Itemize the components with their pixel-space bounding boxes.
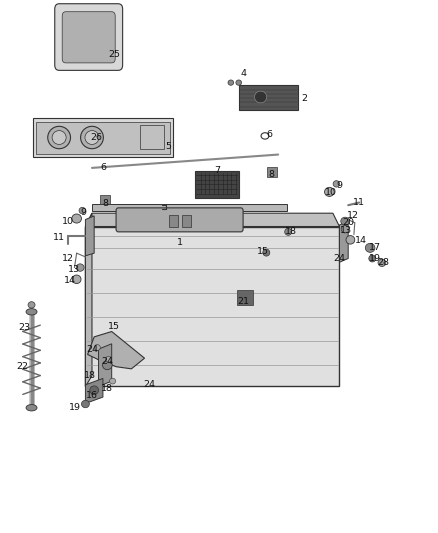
Ellipse shape <box>28 302 35 308</box>
Text: 23: 23 <box>18 324 30 332</box>
Ellipse shape <box>90 386 99 394</box>
Text: 25: 25 <box>108 50 120 59</box>
Text: 24: 24 <box>101 357 113 366</box>
Polygon shape <box>85 216 94 256</box>
Text: 8: 8 <box>268 171 275 179</box>
Text: 13: 13 <box>68 265 81 273</box>
Text: 15: 15 <box>257 247 269 256</box>
Ellipse shape <box>333 181 340 187</box>
Text: 19: 19 <box>68 403 81 412</box>
Text: 24: 24 <box>143 381 155 389</box>
Text: 18: 18 <box>101 384 113 392</box>
Ellipse shape <box>81 126 103 149</box>
Polygon shape <box>85 378 103 403</box>
Text: 18: 18 <box>285 228 297 236</box>
Bar <box>267 167 277 177</box>
Polygon shape <box>99 344 112 386</box>
Ellipse shape <box>110 378 116 384</box>
Ellipse shape <box>341 217 350 225</box>
Text: 24: 24 <box>333 254 346 263</box>
Polygon shape <box>85 227 339 386</box>
Polygon shape <box>36 122 170 154</box>
Text: 10: 10 <box>62 217 74 225</box>
Bar <box>237 290 253 305</box>
Text: 10: 10 <box>325 189 337 197</box>
Polygon shape <box>92 204 287 211</box>
Text: 5: 5 <box>166 142 172 151</box>
Ellipse shape <box>325 187 334 197</box>
Text: 11: 11 <box>353 198 365 207</box>
Ellipse shape <box>48 126 71 149</box>
Bar <box>140 125 164 149</box>
Text: 14: 14 <box>355 237 367 245</box>
Text: 2: 2 <box>301 94 307 103</box>
Ellipse shape <box>79 207 85 214</box>
Ellipse shape <box>341 225 349 233</box>
Text: 7: 7 <box>214 166 220 175</box>
Text: 22: 22 <box>16 362 28 371</box>
Polygon shape <box>239 85 298 110</box>
Ellipse shape <box>254 91 267 103</box>
Bar <box>100 195 110 204</box>
Text: 11: 11 <box>53 233 65 241</box>
Ellipse shape <box>81 400 89 408</box>
Text: 17: 17 <box>368 244 381 252</box>
Text: 6: 6 <box>266 130 272 139</box>
Text: 20: 20 <box>342 219 354 227</box>
Text: 8: 8 <box>102 199 108 208</box>
Ellipse shape <box>228 80 234 85</box>
Ellipse shape <box>52 131 66 144</box>
Ellipse shape <box>369 255 376 262</box>
Ellipse shape <box>85 131 99 144</box>
Text: 18: 18 <box>84 372 96 380</box>
Text: 9: 9 <box>336 181 343 190</box>
Text: 16: 16 <box>86 391 98 400</box>
Text: 13: 13 <box>340 226 352 235</box>
Text: 12: 12 <box>62 254 74 263</box>
Ellipse shape <box>263 249 270 256</box>
Ellipse shape <box>102 360 112 370</box>
Ellipse shape <box>76 264 84 271</box>
Text: 15: 15 <box>108 322 120 330</box>
Text: 1: 1 <box>177 238 183 247</box>
Ellipse shape <box>94 345 100 351</box>
Polygon shape <box>195 171 239 198</box>
Bar <box>169 215 178 227</box>
Ellipse shape <box>26 309 37 315</box>
FancyBboxPatch shape <box>55 4 123 70</box>
Ellipse shape <box>106 356 112 362</box>
Ellipse shape <box>72 275 81 284</box>
Text: 4: 4 <box>240 69 246 78</box>
Ellipse shape <box>378 259 386 266</box>
Ellipse shape <box>72 214 81 223</box>
Ellipse shape <box>365 243 375 253</box>
Text: 26: 26 <box>90 133 102 142</box>
Polygon shape <box>88 332 145 369</box>
Polygon shape <box>85 213 339 227</box>
Polygon shape <box>33 118 173 157</box>
Ellipse shape <box>236 80 242 85</box>
Text: 19: 19 <box>368 254 381 263</box>
Text: 28: 28 <box>377 258 389 266</box>
Text: 9: 9 <box>80 208 86 216</box>
Ellipse shape <box>346 236 355 244</box>
FancyBboxPatch shape <box>62 12 115 63</box>
FancyBboxPatch shape <box>116 208 243 232</box>
Ellipse shape <box>26 405 37 411</box>
Text: 14: 14 <box>64 277 76 285</box>
Text: 21: 21 <box>237 297 249 305</box>
Ellipse shape <box>285 229 292 236</box>
Text: 24: 24 <box>86 345 98 353</box>
Bar <box>182 215 191 227</box>
Polygon shape <box>339 221 348 262</box>
Text: 6: 6 <box>100 164 106 172</box>
Text: 12: 12 <box>346 212 359 220</box>
Polygon shape <box>85 213 92 386</box>
